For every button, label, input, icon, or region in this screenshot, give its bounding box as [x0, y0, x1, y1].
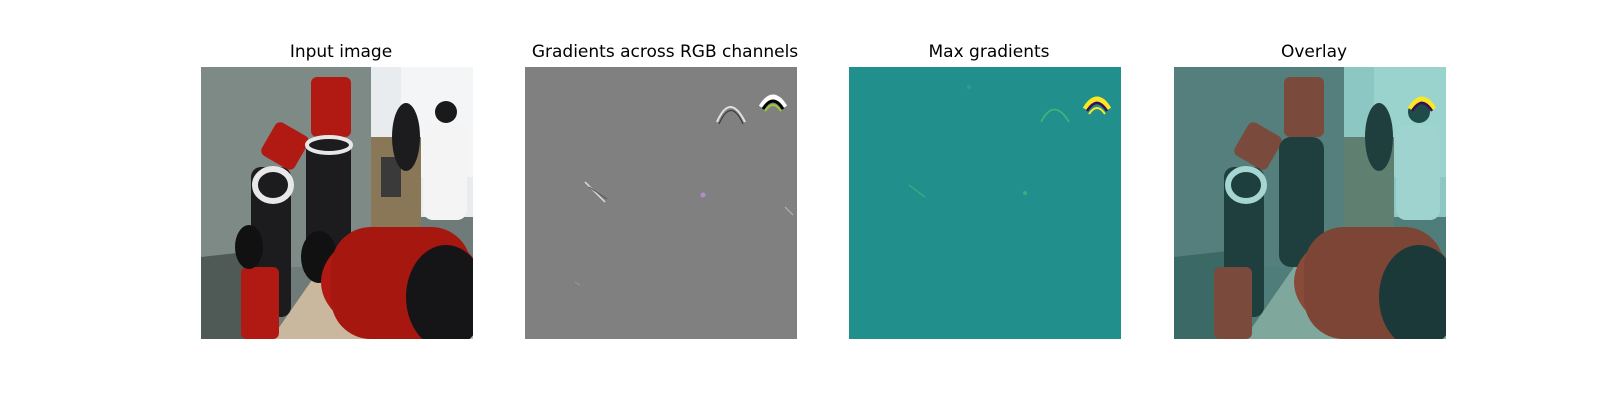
rgb-gradient-illustration — [525, 67, 797, 339]
input-image — [201, 67, 473, 339]
panel-overlay: Overlay — [1174, 0, 1454, 400]
panel-max-gradients: Max gradients — [849, 0, 1129, 400]
panel-title: Overlay — [1280, 42, 1348, 62]
rgb-gradient-image — [525, 67, 797, 339]
input-photo-illustration — [201, 67, 473, 339]
panel-title: Input image — [289, 42, 393, 62]
max-gradient-illustration — [849, 67, 1121, 339]
max-gradient-image — [849, 67, 1121, 339]
overlay-illustration — [1174, 67, 1446, 339]
overlay-image — [1174, 67, 1446, 339]
panel-rgb-gradients: Gradients across RGB channels — [525, 0, 805, 400]
panel-title: Max gradients — [928, 42, 1050, 62]
panel-title: Gradients across RGB channels — [531, 42, 799, 62]
panel-input-image: Input image — [201, 0, 481, 400]
